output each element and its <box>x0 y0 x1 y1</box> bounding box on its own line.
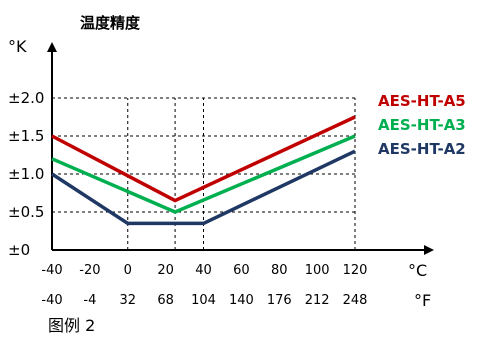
legend-entry: AES-HT-A5 <box>378 92 466 110</box>
legend-entry: AES-HT-A2 <box>378 140 466 158</box>
x-axis-label-celsius: °C <box>408 261 427 280</box>
y-axis-label: °K <box>8 37 27 56</box>
series-line-aes-ht-a3 <box>51 134 356 214</box>
x-tick-label-fahrenheit: 68 <box>157 293 174 308</box>
legend: AES-HT-A5 AES-HT-A3 AES-HT-A2 <box>378 92 466 158</box>
x-tick-label-celsius: 60 <box>233 263 250 278</box>
x-tick-label-celsius: 100 <box>305 263 330 278</box>
y-tick-label: ±1.0 <box>8 165 44 183</box>
y-tick-label: ±0 <box>8 241 30 259</box>
x-tick-label-fahrenheit: -4 <box>83 293 96 308</box>
x-tick-label-celsius: 120 <box>343 263 368 278</box>
x-tick-label-celsius: 0 <box>124 263 132 278</box>
x-tick-labels-fahrenheit: -40 -4 32 68 104 140 176 212 248 <box>41 293 367 308</box>
x-axis-arrow <box>424 245 434 255</box>
x-tick-label-celsius: -20 <box>79 263 100 278</box>
chart-title: 温度精度 <box>80 14 141 32</box>
y-tick-labels: ±0 ±0.5 ±1.0 ±1.5 ±2.0 <box>8 89 44 259</box>
x-tick-label-celsius: 80 <box>271 263 288 278</box>
y-tick-label: ±2.0 <box>8 89 44 107</box>
y-tick-label: ±0.5 <box>8 203 44 221</box>
axes <box>47 42 434 255</box>
y-tick-label: ±1.5 <box>8 127 44 145</box>
x-tick-label-fahrenheit: 212 <box>305 293 330 308</box>
x-tick-label-fahrenheit: 32 <box>119 293 136 308</box>
series-lines <box>51 115 356 226</box>
x-tick-label-celsius: -40 <box>41 263 62 278</box>
series-line-aes-ht-a2 <box>51 149 356 226</box>
legend-entry: AES-HT-A3 <box>378 116 466 134</box>
x-tick-label-fahrenheit: 140 <box>229 293 254 308</box>
figure-caption: 图例 2 <box>48 316 95 335</box>
x-tick-label-celsius: 40 <box>195 263 212 278</box>
x-tick-labels-celsius: -40 -20 0 20 40 60 80 100 120 <box>41 263 367 278</box>
x-tick-label-fahrenheit: 104 <box>191 293 216 308</box>
x-tick-label-celsius: 20 <box>157 263 174 278</box>
series-line-aes-ht-a5 <box>51 115 356 203</box>
x-tick-label-fahrenheit: 176 <box>267 293 292 308</box>
y-axis-arrow <box>47 42 57 52</box>
x-tick-label-fahrenheit: 248 <box>343 293 368 308</box>
x-axis-label-fahrenheit: °F <box>414 291 431 310</box>
x-tick-label-fahrenheit: -40 <box>41 293 62 308</box>
